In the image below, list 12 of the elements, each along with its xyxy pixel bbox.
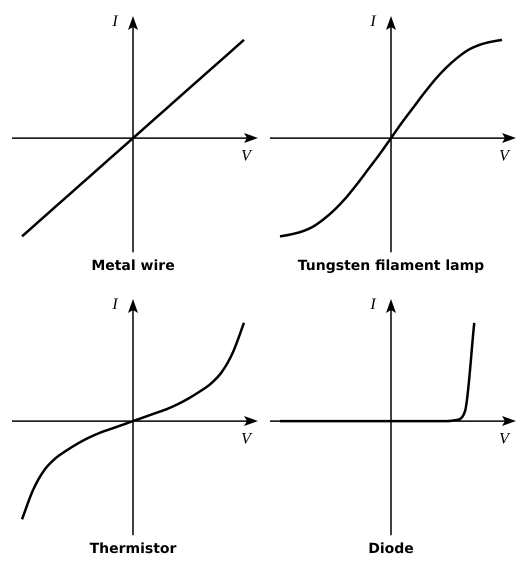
y-axis-title: I: [369, 13, 376, 30]
x-axis-title: V: [241, 430, 254, 448]
x-axis-title: V: [241, 147, 254, 164]
y-axis-title: I: [111, 296, 118, 314]
x-axis-title: V: [499, 430, 512, 448]
y-axis-title: I: [111, 13, 118, 30]
text: Thermistor: [90, 541, 177, 558]
text: Metal wire: [91, 258, 175, 274]
text: Diode: [368, 541, 414, 558]
x-axis-title: V: [499, 147, 512, 164]
text: Tungsten filament lamp: [298, 258, 484, 274]
y-axis-title: I: [369, 296, 376, 314]
